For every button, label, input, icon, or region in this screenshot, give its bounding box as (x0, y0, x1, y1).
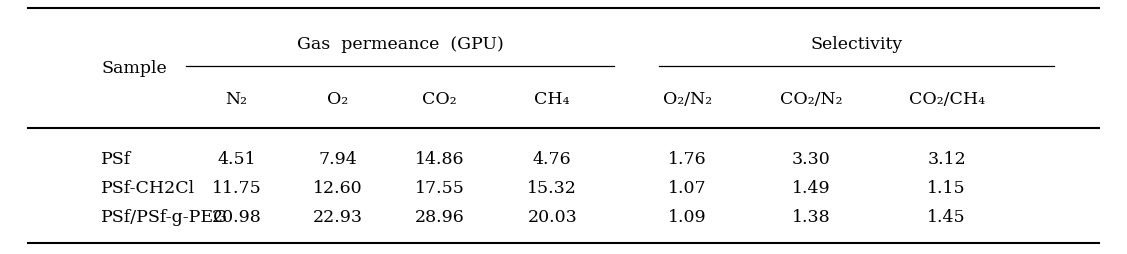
Text: O₂: O₂ (328, 91, 348, 108)
Text: CO₂/CH₄: CO₂/CH₄ (908, 91, 985, 108)
Text: 15.32: 15.32 (527, 179, 577, 196)
Text: CO₂: CO₂ (423, 91, 456, 108)
Text: 7.94: 7.94 (319, 151, 357, 167)
Text: 4.51: 4.51 (218, 151, 256, 167)
Text: 1.07: 1.07 (668, 179, 707, 196)
Text: PSf-CH2Cl: PSf-CH2Cl (101, 179, 196, 196)
Text: PSf: PSf (101, 151, 132, 167)
Text: 1.76: 1.76 (668, 151, 707, 167)
Text: 28.96: 28.96 (415, 208, 464, 225)
Text: 3.30: 3.30 (792, 151, 831, 167)
Text: 20.03: 20.03 (527, 208, 577, 225)
Text: O₂/N₂: O₂/N₂ (663, 91, 712, 108)
Text: CH₄: CH₄ (534, 91, 570, 108)
Text: 12.60: 12.60 (313, 179, 363, 196)
Text: Selectivity: Selectivity (810, 36, 903, 53)
Text: Sample: Sample (101, 60, 167, 77)
Text: 22.93: 22.93 (313, 208, 363, 225)
Text: 17.55: 17.55 (415, 179, 464, 196)
Text: CO₂/N₂: CO₂/N₂ (780, 91, 843, 108)
Text: 1.38: 1.38 (792, 208, 831, 225)
Text: 1.15: 1.15 (928, 179, 966, 196)
Text: N₂: N₂ (225, 91, 248, 108)
Text: 4.76: 4.76 (533, 151, 571, 167)
Text: Gas  permeance  (GPU): Gas permeance (GPU) (296, 36, 504, 53)
Text: PSf/PSf-g-PEG: PSf/PSf-g-PEG (101, 208, 229, 225)
Text: 14.86: 14.86 (415, 151, 464, 167)
Text: 1.09: 1.09 (668, 208, 707, 225)
Text: 1.45: 1.45 (928, 208, 966, 225)
Text: 1.49: 1.49 (792, 179, 831, 196)
Text: 3.12: 3.12 (928, 151, 966, 167)
Text: 11.75: 11.75 (212, 179, 261, 196)
Text: 20.98: 20.98 (212, 208, 261, 225)
